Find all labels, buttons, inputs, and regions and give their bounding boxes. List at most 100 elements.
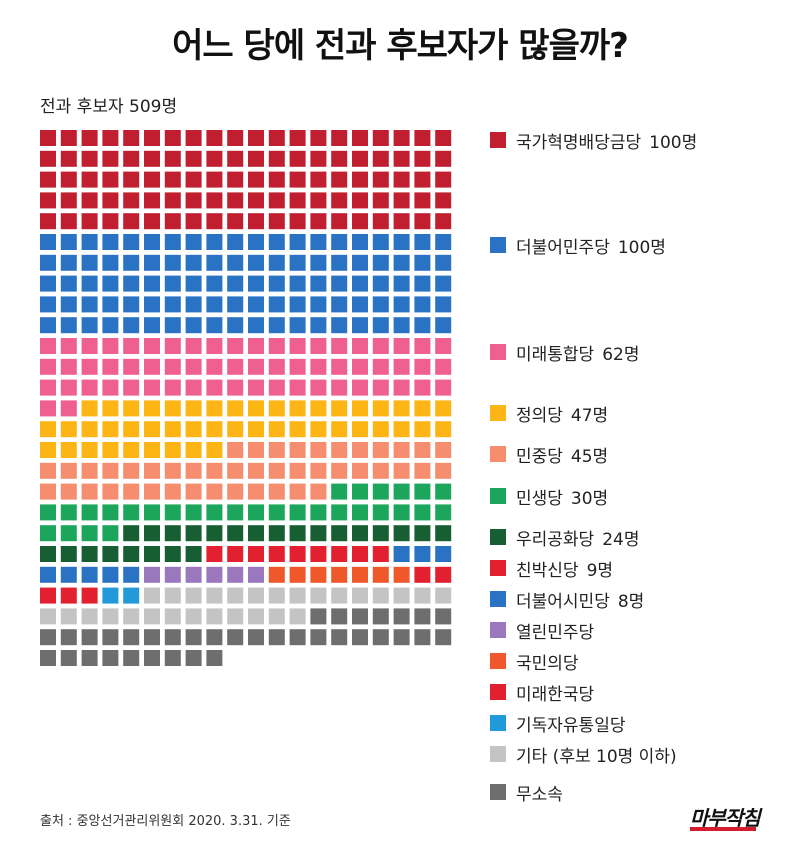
waffle-square-series-7	[372, 546, 389, 562]
waffle-square-series-0	[414, 192, 431, 209]
waffle-square-series-6	[206, 525, 223, 542]
waffle-square-series-0	[164, 171, 181, 188]
waffle-square-series-5	[40, 525, 56, 542]
waffle-square-series-10	[289, 566, 306, 583]
waffle-square-series-2	[123, 379, 140, 396]
waffle-square-series-6	[352, 525, 368, 542]
waffle-square-series-1	[331, 296, 348, 313]
waffle-square-series-1	[123, 317, 140, 334]
waffle-square-series-0	[185, 171, 202, 188]
waffle-square-series-5	[331, 504, 348, 521]
waffle-square-series-9	[248, 566, 264, 583]
waffle-square-series-2	[102, 338, 119, 354]
waffle-square-series-14	[164, 650, 181, 666]
waffle-square-series-3	[185, 400, 202, 417]
waffle-square-series-1	[81, 317, 98, 334]
waffle-square-series-1	[393, 275, 410, 292]
waffle-square-series-2	[81, 338, 98, 354]
waffle-square-series-1	[60, 296, 77, 313]
waffle-square-series-4	[102, 462, 119, 479]
waffle-square-series-8	[393, 546, 410, 562]
waffle-square-series-2	[60, 358, 77, 375]
waffle-square-series-2	[331, 379, 348, 396]
waffle-square-series-5	[123, 504, 140, 521]
waffle-square-series-0	[206, 192, 223, 209]
waffle-square-series-14	[414, 608, 431, 625]
waffle-square-series-6	[372, 525, 389, 542]
waffle-square-series-0	[310, 150, 327, 167]
waffle-square-series-4	[289, 442, 306, 458]
waffle-square-series-5	[227, 504, 244, 521]
waffle-square-series-0	[123, 130, 140, 146]
waffle-square-series-5	[60, 504, 77, 521]
waffle-square-series-0	[268, 171, 285, 188]
waffle-square-series-14	[352, 608, 368, 625]
waffle-square-series-5	[310, 504, 327, 521]
waffle-square-series-14	[435, 608, 452, 625]
waffle-square-series-4	[102, 483, 119, 500]
waffle-square-series-2	[289, 358, 306, 375]
waffle-square-series-0	[372, 150, 389, 167]
waffle-square-series-0	[144, 130, 160, 146]
waffle-square-series-2	[289, 338, 306, 354]
waffle-square-series-7	[310, 546, 327, 562]
waffle-square-series-6	[227, 525, 244, 542]
waffle-square-series-3	[414, 421, 431, 438]
waffle-square-series-1	[227, 275, 244, 292]
waffle-square-series-0	[227, 171, 244, 188]
waffle-square-series-7	[289, 546, 306, 562]
waffle-square-series-3	[352, 421, 368, 438]
waffle-square-series-0	[40, 213, 56, 230]
waffle-square-series-1	[310, 275, 327, 292]
waffle-square-series-5	[81, 504, 98, 521]
waffle-square-series-0	[81, 213, 98, 230]
waffle-square-series-5	[414, 504, 431, 521]
waffle-square-series-1	[60, 317, 77, 334]
waffle-square-series-8	[435, 546, 452, 562]
waffle-square-series-1	[123, 296, 140, 313]
waffle-square-series-14	[40, 629, 56, 646]
waffle-square-series-4	[331, 462, 348, 479]
waffle-square-series-1	[185, 296, 202, 313]
waffle-square-series-0	[331, 130, 348, 146]
waffle-square-series-1	[102, 275, 119, 292]
waffle-square-series-1	[60, 275, 77, 292]
waffle-square-series-9	[185, 566, 202, 583]
waffle-square-series-13	[40, 608, 56, 625]
waffle-square-series-0	[60, 150, 77, 167]
waffle-square-series-1	[268, 254, 285, 271]
waffle-square-series-0	[352, 130, 368, 146]
waffle-square-series-2	[352, 379, 368, 396]
waffle-square-series-0	[248, 150, 264, 167]
waffle-square-series-1	[352, 234, 368, 250]
waffle-square-series-3	[102, 421, 119, 438]
waffle-square-series-13	[81, 608, 98, 625]
waffle-square-series-0	[310, 171, 327, 188]
waffle-square-series-6	[310, 525, 327, 542]
waffle-square-series-1	[81, 296, 98, 313]
waffle-square-series-3	[206, 421, 223, 438]
waffle-square-series-6	[123, 525, 140, 542]
waffle-square-series-0	[102, 130, 119, 146]
waffle-square-series-0	[102, 192, 119, 209]
waffle-square-series-13	[227, 608, 244, 625]
waffle-square-series-1	[248, 317, 264, 334]
waffle-square-series-0	[144, 171, 160, 188]
waffle-square-series-0	[310, 192, 327, 209]
waffle-square-series-10	[372, 566, 389, 583]
waffle-square-series-3	[268, 421, 285, 438]
waffle-square-series-2	[185, 338, 202, 354]
waffle-square-series-1	[435, 275, 452, 292]
waffle-square-series-5	[144, 504, 160, 521]
waffle-square-series-2	[227, 338, 244, 354]
waffle-square-series-1	[414, 234, 431, 250]
waffle-square-series-2	[331, 338, 348, 354]
waffle-square-series-0	[289, 130, 306, 146]
waffle-square-series-0	[144, 192, 160, 209]
waffle-square-series-0	[123, 192, 140, 209]
waffle-square-series-1	[289, 296, 306, 313]
waffle-square-series-7	[206, 546, 223, 562]
waffle-square-series-6	[123, 546, 140, 562]
waffle-square-series-14	[144, 650, 160, 666]
waffle-square-series-13	[268, 587, 285, 604]
